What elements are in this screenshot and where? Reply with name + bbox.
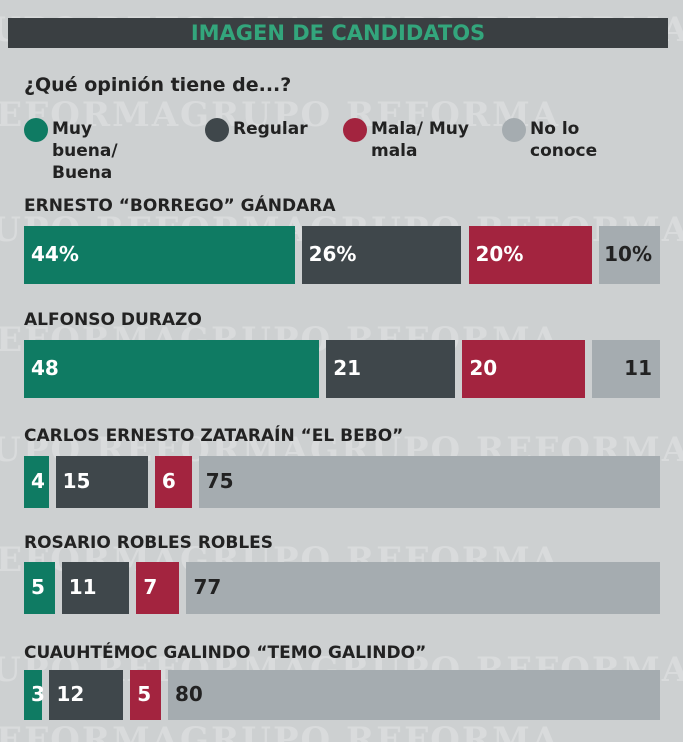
candidate-name: CUAUHTÉMOC GALINDO “TEMO GALINDO” [24, 643, 427, 663]
value-label: 26% [308, 242, 357, 266]
value-label: 12 [56, 682, 85, 706]
value-label: 80 [175, 682, 203, 706]
legend-label: Regular [233, 119, 308, 139]
bar-segment [24, 340, 320, 398]
bar-segment [61, 562, 130, 614]
bar-segment [154, 456, 192, 508]
legend-swatch [343, 118, 367, 142]
bar-segment [49, 670, 124, 720]
candidate-name: CARLOS ERNESTO ZATARAÍN “EL BEBO” [24, 426, 404, 446]
legend-swatch [205, 118, 229, 142]
bar-segment [462, 340, 586, 398]
title-bar: IMAGEN DE CANDIDATOS [8, 18, 668, 48]
watermark: GRUPO REFORMA [0, 720, 181, 742]
value-label: 44% [31, 242, 79, 266]
watermark: GRUPO REFORMA [180, 720, 561, 742]
candidate-name: ROSARIO ROBLES ROBLES [24, 533, 274, 553]
value-label: 20 [469, 356, 498, 380]
bar-segment [326, 340, 456, 398]
bar-segment [130, 670, 161, 720]
value-label: 6 [161, 469, 176, 493]
candidate-name: ERNESTO “BORREGO” GÁNDARA [24, 196, 336, 216]
value-label: 75 [205, 469, 234, 493]
legend-item: Regular [205, 118, 313, 142]
subtitle: ¿Qué opinión tiene de...? [24, 74, 292, 96]
legend-item: No lo conoce [502, 118, 610, 162]
legend-item: Muy buena/ Buena [24, 118, 147, 184]
bar-segment [24, 456, 49, 508]
value-label: 21 [333, 356, 362, 380]
bar-segment [55, 456, 148, 508]
bar-segment [24, 226, 295, 284]
bar-segment [198, 456, 660, 508]
bar-segment [24, 670, 43, 720]
value-label: 3 [31, 682, 45, 706]
value-label: 77 [193, 575, 222, 599]
candidate-name: ALFONSO DURAZO [24, 310, 202, 330]
legend-item: Mala/ Muy mala [343, 118, 481, 162]
value-label: 20% [475, 242, 524, 266]
bar-segment [168, 670, 660, 720]
value-label: 7 [143, 575, 158, 599]
watermark: GRUPO REFORMA [180, 95, 561, 135]
value-label: 5 [31, 575, 45, 599]
legend-label: No lo conoce [530, 119, 598, 161]
legend-swatch [24, 118, 48, 142]
chart-title: IMAGEN DE CANDIDATOS [190, 21, 486, 45]
value-label: 10% [604, 242, 652, 266]
value-label: 5 [137, 682, 152, 706]
bar-segment [24, 562, 55, 614]
value-label: 48 [31, 356, 59, 380]
bar-segment [301, 226, 462, 284]
value-label: 15 [62, 469, 91, 493]
value-label: 4 [31, 469, 45, 493]
bar-segment [136, 562, 180, 614]
legend-label: Muy buena/ Buena [52, 119, 118, 183]
value-label: 11 [68, 575, 97, 599]
bar-segment [468, 226, 592, 284]
bar-segment [186, 562, 660, 614]
legend-label: Mala/ Muy mala [371, 119, 469, 161]
value-label: 11 [624, 356, 652, 380]
legend-swatch [502, 118, 526, 142]
bar-segment [592, 340, 660, 398]
bar-segment [598, 226, 660, 284]
